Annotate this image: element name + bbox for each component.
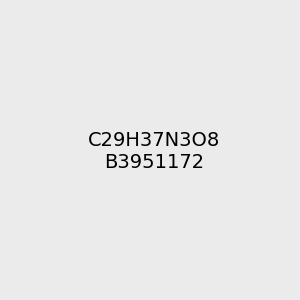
Text: C29H37N3O8
B3951172: C29H37N3O8 B3951172	[88, 131, 220, 172]
